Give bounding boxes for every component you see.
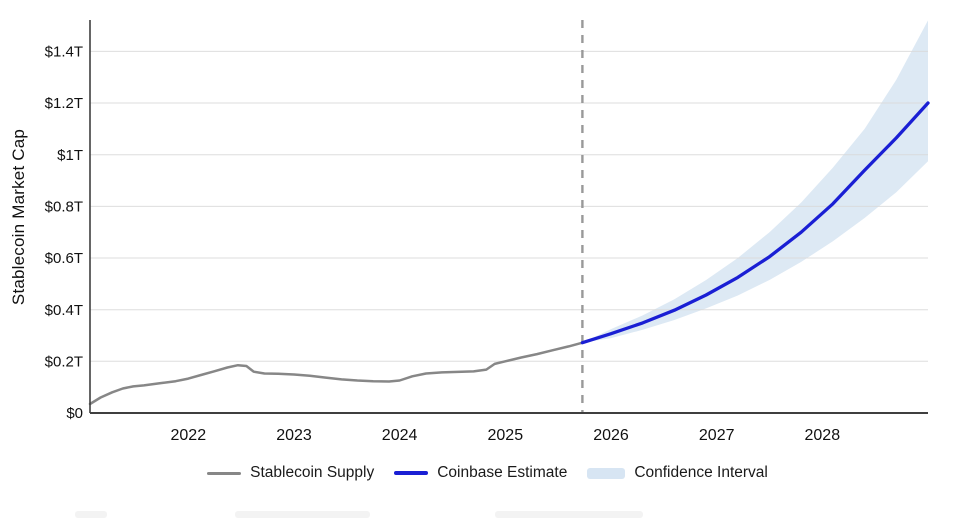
y-tick-label: $0.4T (45, 302, 83, 319)
stablecoin-supply-line (88, 341, 584, 406)
legend-item-coinbase-estimate: Coinbase Estimate (394, 464, 567, 482)
legend-swatch-stablecoin-supply (207, 471, 242, 475)
legend-item-confidence-interval: Confidence Interval (587, 464, 768, 482)
legend-swatch-coinbase-estimate (394, 471, 429, 475)
x-tick-label: 2024 (382, 427, 418, 444)
cropped-source-text (235, 511, 370, 518)
y-tick-label: $1.2T (45, 95, 83, 112)
legend-swatch-confidence-interval (587, 467, 626, 479)
x-tick-label: 2025 (488, 427, 524, 444)
x-tick-label: 2022 (171, 427, 207, 444)
x-tick-label: 2027 (699, 427, 735, 444)
coinbase-estimate-line (580, 101, 930, 345)
y-tick-label: $0 (66, 405, 83, 422)
chart-legend: Stablecoin Supply Coinbase Estimate Confid… (0, 464, 975, 482)
x-tick-label: 2028 (805, 427, 841, 444)
x-tick-label: 2023 (276, 427, 312, 444)
legend-label-coinbase-estimate: Coinbase Estimate (437, 464, 568, 481)
legend-item-stablecoin-supply: Stablecoin Supply (207, 464, 374, 482)
y-tick-label: $0.8T (45, 199, 83, 216)
y-tick-label: $0.6T (45, 250, 83, 267)
x-tick-label: 2026 (593, 427, 629, 444)
confidence-band (582, 20, 928, 343)
legend-label-stablecoin-supply: Stablecoin Supply (250, 464, 375, 481)
y-tick-label: $1.4T (45, 44, 83, 61)
cropped-source-text (495, 511, 643, 518)
legend-label-confidence-interval: Confidence Interval (634, 464, 768, 481)
y-tick-label: $1T (57, 147, 83, 164)
y-tick-label: $0.2T (45, 354, 83, 371)
chart-plot-area: $0 $0.2T $0.4T $0.6T $0.8T $1T $1.2T $1.4T 2022 2… (45, 20, 930, 444)
cropped-source-text (75, 511, 107, 518)
